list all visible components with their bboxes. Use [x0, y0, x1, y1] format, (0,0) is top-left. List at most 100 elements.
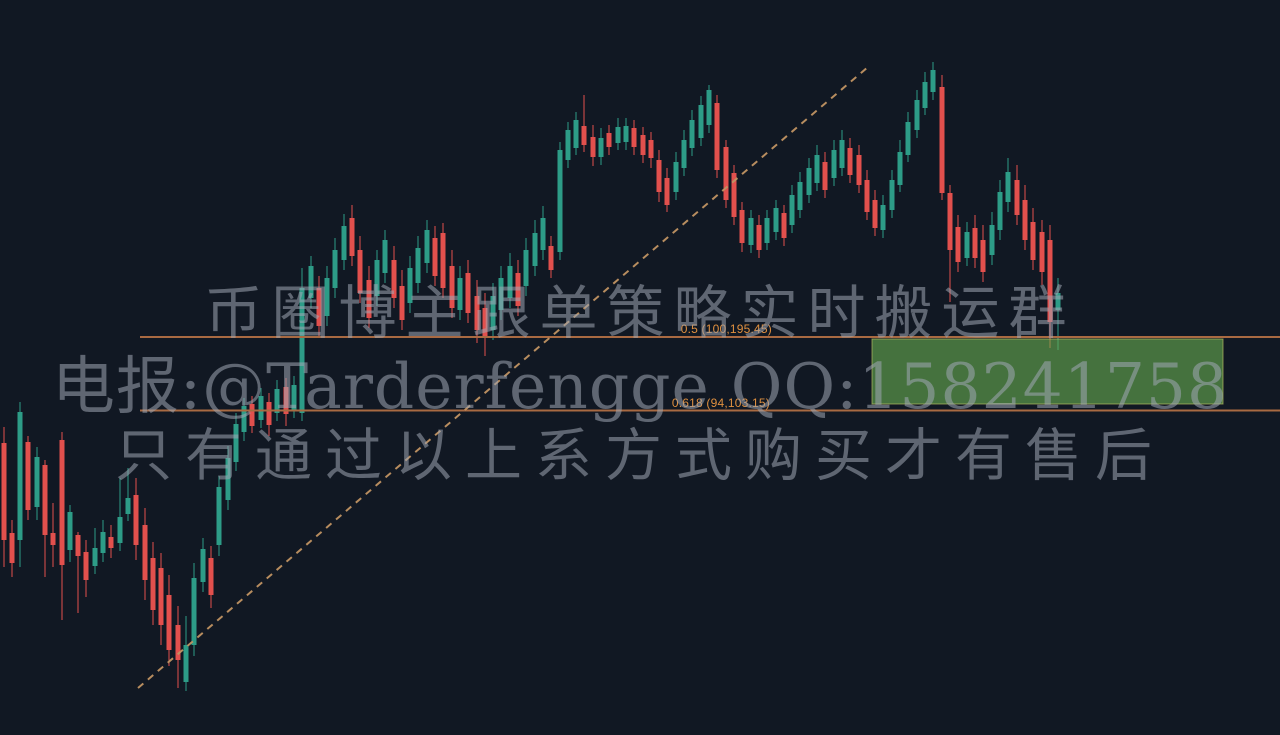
candle-body	[465, 273, 471, 313]
candle-body	[565, 130, 571, 160]
candle-body	[391, 260, 397, 298]
candle-body	[225, 458, 231, 500]
candle-body	[706, 90, 712, 125]
candle-body	[631, 128, 637, 147]
candle-body	[17, 412, 23, 540]
candle-body	[723, 147, 729, 200]
candle-body	[382, 240, 388, 273]
candle-body	[698, 105, 704, 138]
candle-body	[739, 210, 745, 243]
candle-body	[108, 537, 114, 548]
candle-body	[200, 549, 206, 582]
candle-body	[474, 296, 480, 330]
candle-body	[349, 218, 355, 256]
candle-body	[889, 180, 895, 210]
candle-body	[1005, 172, 1011, 202]
candle-body	[814, 155, 820, 183]
candle-body	[9, 533, 15, 563]
candle-body	[806, 168, 812, 195]
candle-body	[457, 278, 463, 310]
candle-body	[424, 230, 430, 263]
candle-body	[482, 308, 488, 338]
candle-body	[432, 238, 438, 276]
candle-body	[656, 160, 662, 192]
candle-body	[92, 548, 98, 566]
candle-body	[25, 442, 31, 510]
candle-body	[299, 288, 305, 413]
candle-body	[366, 280, 372, 318]
candle-body	[67, 512, 73, 550]
candle-body	[839, 140, 845, 168]
trendline[interactable]	[137, 66, 869, 689]
candle-body	[357, 250, 363, 293]
candle-body	[59, 440, 65, 565]
candle-body	[125, 498, 131, 514]
candle-body	[233, 424, 239, 462]
candle-body	[872, 200, 878, 228]
candle-body	[573, 120, 579, 148]
candle-body	[324, 278, 330, 316]
candle-body	[1022, 200, 1028, 240]
candle-body	[581, 126, 587, 145]
candle-body	[249, 404, 255, 426]
candle-body	[150, 558, 156, 610]
candle-body	[714, 103, 720, 170]
candle-body	[507, 266, 513, 298]
fib-level-label-0.5[interactable]: 0.5 (100,195.45)	[680, 322, 772, 336]
candle-body	[847, 148, 853, 175]
candle-body	[83, 552, 89, 580]
candle-body	[142, 525, 148, 580]
candle-body	[590, 137, 596, 157]
candle-body	[1, 443, 7, 540]
candle-body	[914, 100, 920, 130]
candle-body	[274, 389, 280, 413]
candle-body	[208, 558, 214, 595]
candle-body	[407, 268, 413, 303]
candle-body	[964, 232, 970, 258]
candle-body	[880, 205, 886, 230]
candle-body	[557, 150, 563, 252]
candle-body	[856, 155, 862, 185]
candle-body	[490, 296, 496, 330]
candle-body	[922, 82, 928, 108]
candle-body	[955, 227, 961, 262]
candle-body	[183, 645, 189, 682]
candle-body	[1047, 240, 1053, 322]
candle-body	[989, 225, 995, 255]
candle-body	[75, 535, 81, 556]
candle-body	[1014, 180, 1020, 215]
candle-body	[258, 396, 264, 420]
candle-body	[515, 273, 521, 306]
candle-body	[283, 387, 289, 414]
candle-body	[449, 266, 455, 308]
candle-body	[216, 487, 222, 545]
candle-body	[523, 250, 529, 286]
candle-body	[731, 173, 737, 217]
candle-body	[598, 138, 604, 157]
candle-body	[831, 150, 837, 178]
candle-body	[773, 208, 779, 232]
candle-body	[623, 126, 629, 142]
candle-body	[374, 260, 380, 296]
candle-body	[175, 625, 181, 660]
candle-body	[764, 218, 770, 243]
candle-body	[939, 87, 945, 193]
candle-body	[34, 457, 40, 507]
candle-body	[997, 192, 1003, 230]
candle-body	[905, 122, 911, 155]
candle-body	[540, 218, 546, 250]
candle-body	[42, 465, 48, 535]
candle-body	[440, 233, 446, 288]
supply-zone[interactable]	[871, 338, 1224, 405]
candle-body	[166, 595, 172, 650]
candle-body	[640, 135, 646, 155]
candle-body	[930, 70, 936, 92]
candle-body	[1039, 232, 1045, 272]
candle-body	[158, 568, 164, 625]
candle-body	[50, 533, 56, 545]
fib-level-label-0.618[interactable]: 0.618 (94,103.15)	[671, 396, 770, 410]
candle-body	[947, 193, 953, 250]
candle-body	[781, 213, 787, 238]
